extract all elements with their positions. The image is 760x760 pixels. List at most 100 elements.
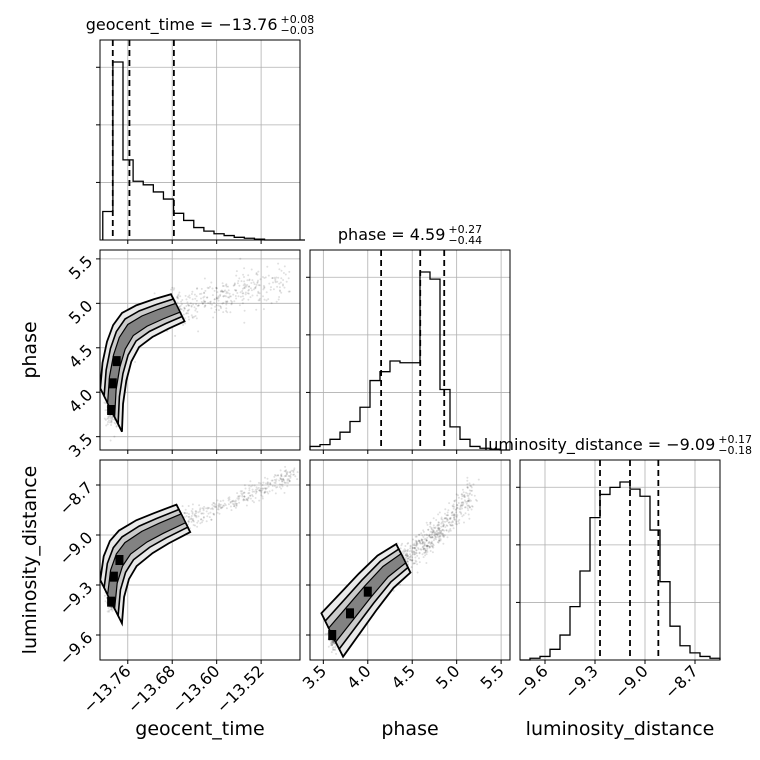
sample-point [196, 525, 199, 528]
sample-point [450, 521, 453, 524]
sample-point [466, 504, 469, 507]
sample-point [239, 490, 242, 493]
sample-point [255, 490, 258, 493]
sample-point [454, 522, 457, 525]
sample-point [224, 284, 227, 287]
sample-point [270, 479, 273, 482]
sample-point [185, 312, 188, 315]
x-tick-label: 4.5 [388, 661, 419, 692]
sample-point [184, 322, 187, 325]
sample-point [203, 277, 206, 280]
sample-point [217, 309, 220, 312]
sample-point [267, 298, 270, 301]
sample-point [440, 517, 443, 520]
sample-point [273, 485, 276, 487]
sample-point [427, 534, 430, 537]
sample-point [426, 544, 429, 547]
hist-panel-luminosity_distance: luminosity_distance = −9.09 +0.17−0.18 [484, 433, 752, 664]
title-upper-error: +0.17 [718, 433, 752, 446]
sample-point [200, 512, 203, 515]
sample-point [439, 538, 442, 541]
sample-point [278, 483, 281, 486]
sample-point [198, 504, 201, 507]
sample-point [113, 421, 116, 424]
sample-point [431, 542, 434, 545]
sample-point [406, 542, 409, 545]
sample-point [254, 286, 257, 289]
sample-point [451, 524, 454, 526]
sample-point [330, 640, 333, 643]
sample-point [412, 562, 415, 565]
sample-point [332, 648, 335, 651]
sample-point [280, 291, 283, 294]
sample-point [418, 540, 420, 543]
sample-point [414, 546, 417, 549]
sample-point [448, 529, 451, 532]
sample-point [196, 287, 199, 290]
sample-point [410, 566, 413, 569]
sample-point [441, 532, 444, 535]
sample-point [188, 294, 191, 297]
sample-point [225, 290, 228, 293]
sample-point [217, 296, 220, 299]
sample-point [452, 503, 455, 506]
sample-point [183, 306, 186, 309]
sample-point [327, 645, 330, 648]
hist-title-geocent_time: geocent_time = −13.76 +0.08−0.03 [86, 13, 315, 37]
sample-point [445, 529, 448, 532]
sample-point [241, 299, 244, 302]
sample-point [458, 518, 461, 521]
sample-point [280, 277, 283, 280]
histogram [309, 271, 510, 451]
sample-point [251, 495, 254, 498]
y-tick-label: −9.6 [55, 628, 96, 669]
sample-point [432, 529, 435, 532]
sample-point [110, 417, 113, 420]
sample-point [444, 512, 446, 515]
sample-point [222, 499, 225, 502]
sample-point [431, 551, 434, 554]
sample-point [211, 287, 214, 290]
sample-point [254, 285, 257, 288]
sample-point [429, 523, 432, 526]
sample-point [204, 300, 207, 303]
sample-point [287, 482, 290, 484]
sample-point [267, 485, 270, 488]
sample-point [223, 290, 226, 293]
sample-point [255, 272, 258, 274]
sample-point [109, 415, 112, 418]
sample-point [293, 467, 296, 470]
sample-point [248, 278, 251, 281]
sample-point [412, 543, 415, 546]
sample-point [264, 490, 267, 493]
sample-point [280, 473, 283, 476]
sample-point [241, 292, 244, 295]
sample-point [206, 296, 209, 299]
sample-point [247, 292, 250, 295]
sample-point [425, 533, 428, 536]
sample-point [286, 472, 288, 475]
sample-point [245, 499, 248, 501]
sample-point [222, 504, 225, 507]
sample-point [202, 296, 205, 299]
sample-point [430, 526, 433, 529]
sample-point [254, 287, 257, 290]
sample-point [234, 502, 237, 505]
sample-point [454, 515, 457, 518]
sample-point [266, 482, 269, 485]
sample-point [403, 548, 406, 551]
sample-point [423, 541, 426, 544]
sample-point [219, 290, 222, 293]
sample-point [287, 475, 290, 477]
sample-point [332, 642, 335, 645]
sample-point [419, 548, 422, 550]
sample-point [243, 484, 246, 487]
sample-point [429, 543, 432, 546]
sample-point [220, 290, 223, 293]
sample-point [442, 542, 445, 545]
sample-point [452, 507, 455, 510]
sample-point [110, 419, 113, 422]
sample-point [253, 490, 256, 493]
sample-point [447, 514, 450, 517]
sample-point [216, 291, 219, 294]
